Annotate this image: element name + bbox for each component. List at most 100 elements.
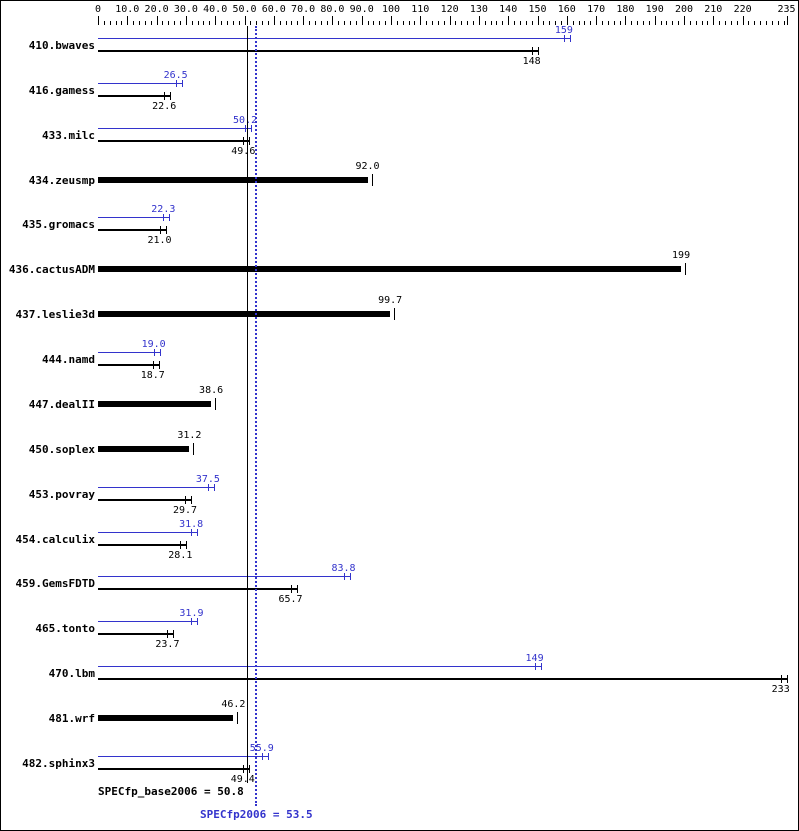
- axis-minor-tick: [320, 21, 322, 25]
- axis-minor-tick: [121, 21, 123, 25]
- base-bar: [98, 94, 171, 97]
- axis-tick-label: 170: [587, 4, 606, 15]
- peak-value-label: 149: [525, 653, 544, 665]
- axis-minor-tick: [771, 21, 773, 25]
- base-value-label: 46.2: [221, 699, 246, 711]
- axis-minor-tick: [654, 21, 656, 25]
- axis-minor-tick: [514, 21, 516, 25]
- peak-bar-run-tick: [245, 124, 247, 132]
- axis-minor-tick: [537, 21, 539, 25]
- base-bar: [98, 498, 192, 501]
- axis-tick-label: 110: [411, 4, 430, 15]
- axis-minor-tick: [578, 21, 580, 25]
- base-bar-run-tick: [191, 495, 193, 504]
- benchmark-name: 436.cactusADM: [8, 263, 95, 277]
- base-value-label: 233: [771, 684, 790, 696]
- peak-bar-run-tick: [540, 663, 542, 671]
- axis-major-tick: [508, 16, 510, 25]
- axis-minor-tick: [502, 21, 504, 25]
- base-bar-run-tick: [780, 675, 782, 684]
- axis-minor-tick: [174, 21, 176, 25]
- base-bar-run-tick: [159, 226, 161, 235]
- axis-minor-tick: [420, 21, 422, 25]
- axis-tick-label: 130: [469, 4, 488, 15]
- base-bar-run-tick: [185, 495, 187, 504]
- peak-value-label: 50.2: [233, 114, 258, 126]
- axis-minor-tick: [648, 21, 650, 25]
- axis-major-tick: [537, 16, 539, 25]
- base-bar-run-tick: [170, 91, 172, 100]
- axis-major-tick: [273, 16, 275, 25]
- axis-minor-tick: [139, 21, 141, 25]
- peak-bar: [98, 217, 170, 219]
- base-bar-run-tick: [193, 442, 195, 455]
- axis-minor-tick: [232, 21, 234, 25]
- base-bar-run-tick: [186, 540, 188, 549]
- axis-minor-tick: [115, 21, 117, 25]
- peak-bar: [98, 127, 252, 129]
- axis-major-tick: [420, 16, 422, 25]
- axis-minor-tick: [783, 21, 785, 25]
- axis-minor-tick: [215, 21, 217, 25]
- base-bar-run-tick: [237, 712, 239, 725]
- axis-minor-tick: [396, 21, 398, 25]
- base-bar-run-tick: [242, 764, 244, 773]
- axis-tick-label: 80.0: [320, 4, 345, 15]
- axis-minor-tick: [256, 21, 258, 25]
- base-value-label: 28.1: [168, 549, 193, 561]
- benchmark-name: 470.lbm: [48, 667, 95, 681]
- base-bar-run-tick: [180, 540, 182, 549]
- peak-bar: [98, 38, 570, 39]
- axis-minor-tick: [373, 21, 375, 25]
- axis-tick-label: 90.0: [349, 4, 374, 15]
- axis-minor-tick: [379, 21, 381, 25]
- base-bar-thick: [98, 715, 234, 722]
- peak-bar-run-tick: [213, 483, 215, 491]
- axis-minor-tick: [642, 21, 644, 25]
- base-bar-run-tick: [215, 397, 217, 410]
- axis-major-tick: [127, 16, 129, 25]
- axis-tick-label: 40.0: [203, 4, 228, 15]
- axis-minor-tick: [437, 21, 439, 25]
- axis-minor-tick: [279, 21, 281, 25]
- axis-minor-tick: [150, 21, 152, 25]
- axis-tick-label: 0: [94, 4, 102, 15]
- peak-bar: [98, 755, 268, 757]
- axis-major-tick: [625, 16, 627, 25]
- peak-value-label: 26.5: [163, 69, 188, 81]
- peak-bar-run-tick: [569, 35, 571, 42]
- axis-minor-tick: [432, 21, 434, 25]
- benchmark-name: 435.gromacs: [22, 218, 95, 232]
- peak-value-label: 37.5: [195, 473, 220, 485]
- axis-minor-tick: [549, 21, 551, 25]
- axis-minor-tick: [308, 21, 310, 25]
- axis-minor-tick: [127, 21, 129, 25]
- axis-minor-tick: [144, 21, 146, 25]
- axis-minor-tick: [355, 21, 357, 25]
- axis-minor-tick: [262, 21, 264, 25]
- axis-minor-tick: [267, 21, 269, 25]
- base-bar: [98, 588, 297, 591]
- axis-minor-tick: [601, 21, 603, 25]
- axis-minor-tick: [689, 21, 691, 25]
- axis-minor-tick: [98, 21, 99, 25]
- axis-minor-tick: [730, 21, 732, 25]
- peak-bar-run-tick: [534, 663, 536, 671]
- axis-minor-tick: [244, 21, 246, 25]
- peak-bar-run-tick: [197, 618, 199, 626]
- axis-minor-tick: [209, 21, 211, 25]
- axis-minor-tick: [391, 21, 392, 25]
- peak-bar-run-tick: [343, 573, 345, 581]
- base-bar-run-tick: [248, 764, 250, 773]
- axis-tick-label: 50.0: [232, 4, 257, 15]
- base-bar: [98, 364, 159, 367]
- axis-minor-tick: [473, 21, 475, 25]
- axis-major-tick: [596, 16, 598, 25]
- peak-bar-run-tick: [261, 752, 263, 760]
- axis-minor-tick: [719, 21, 721, 25]
- axis-minor-tick: [754, 21, 756, 25]
- base-value-label: 148: [522, 56, 541, 67]
- axis-minor-tick: [560, 21, 562, 25]
- peak-value-label: 31.8: [179, 518, 204, 530]
- axis-tick-label: 10.0: [115, 4, 140, 15]
